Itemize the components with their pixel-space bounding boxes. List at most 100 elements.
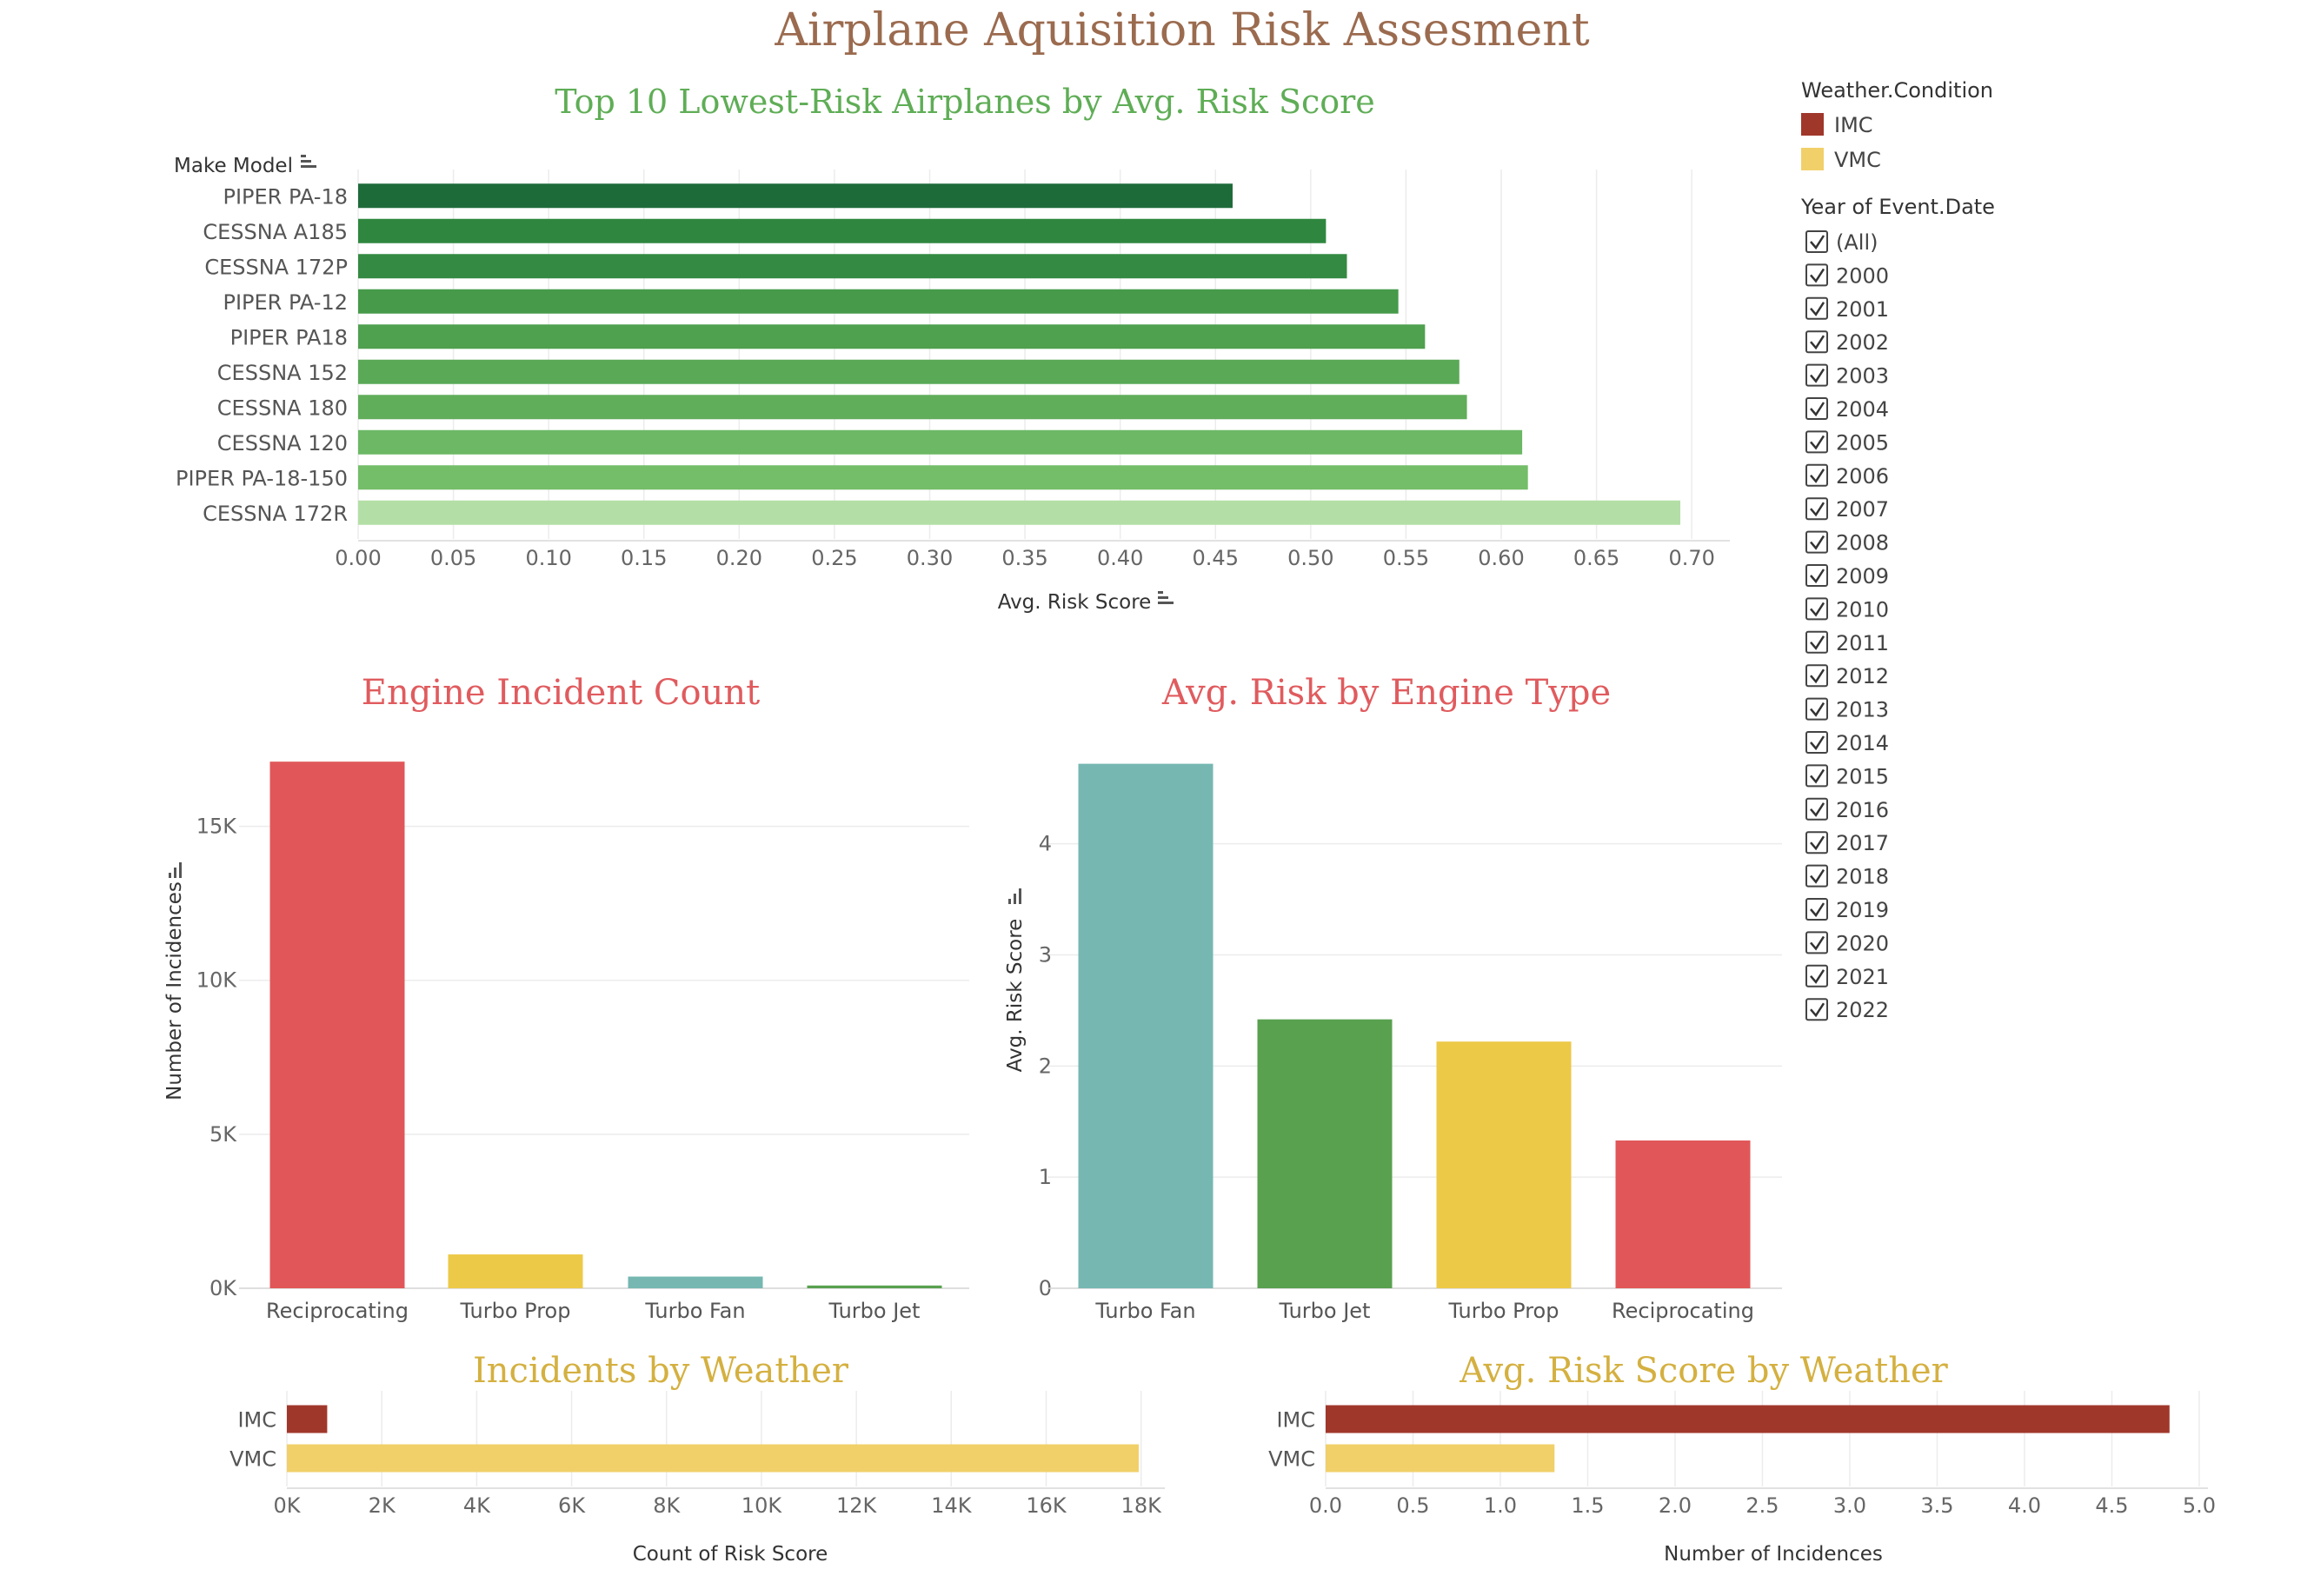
checkbox-icon[interactable] [1805,964,1828,988]
filter-label[interactable]: 2015 [1836,764,1889,788]
engine-count-y-axis-label[interactable]: Number of Incidences [163,881,186,1101]
filter-label[interactable]: 2009 [1836,564,1889,589]
checkbox-icon[interactable] [1805,898,1828,921]
bar[interactable] [1326,1444,1555,1473]
filter-checkbox[interactable]: 2011 [1805,630,1889,655]
legend-swatch[interactable] [1801,148,1824,170]
filter-label[interactable]: 2016 [1836,798,1889,822]
checkbox-icon[interactable] [1805,263,1828,287]
filter-checkbox[interactable]: 2010 [1805,597,1889,622]
filter-checkbox[interactable]: 2005 [1805,430,1889,455]
checkbox-icon[interactable] [1805,931,1828,954]
filter-checkbox[interactable]: 2014 [1805,731,1889,755]
bar[interactable] [1326,1405,2170,1433]
filter-checkbox[interactable]: 2001 [1805,296,1889,322]
filter-label[interactable]: (All) [1836,230,1878,255]
filter-label[interactable]: 2001 [1836,297,1889,322]
filter-label[interactable]: 2007 [1836,497,1889,522]
bar[interactable] [807,1285,942,1288]
filter-label[interactable]: 2019 [1836,898,1889,922]
filter-checkbox[interactable]: 2012 [1805,664,1889,688]
weather-risk-x-axis-label[interactable]: Number of Incidences [1664,1543,1883,1566]
filter-checkbox[interactable]: 2017 [1805,831,1889,855]
checkbox-icon[interactable] [1805,864,1828,888]
legend-label[interactable]: IMC [1834,113,1873,137]
filter-label[interactable]: 2011 [1836,631,1889,655]
bar[interactable] [287,1405,328,1433]
filter-label[interactable]: 2006 [1836,464,1889,489]
filter-checkbox[interactable]: 2006 [1805,463,1889,489]
sort-icon[interactable] [169,862,182,878]
checkbox-icon[interactable] [1805,731,1828,754]
checkbox-icon[interactable] [1805,697,1828,721]
filter-checkbox[interactable]: 2008 [1805,530,1889,555]
bar[interactable] [358,465,1528,490]
filter-checkbox[interactable]: 2007 [1805,497,1889,522]
filter-label[interactable]: 2021 [1836,965,1889,989]
filter-checkbox[interactable]: 2018 [1805,864,1889,889]
bar[interactable] [1615,1140,1751,1288]
bar[interactable] [358,429,1523,455]
checkbox-icon[interactable] [1805,296,1828,320]
bar[interactable] [1257,1019,1393,1288]
filter-label[interactable]: 2005 [1836,430,1889,455]
filter-label[interactable]: 2020 [1836,931,1889,955]
filter-checkbox[interactable]: 2003 [1805,363,1889,389]
bar[interactable] [269,761,405,1288]
checkbox-icon[interactable] [1805,998,1828,1021]
filter-checkbox[interactable]: 2013 [1805,697,1889,722]
bar[interactable] [358,500,1681,525]
filter-label[interactable]: 2010 [1836,597,1889,622]
checkbox-icon[interactable] [1805,630,1828,654]
checkbox-icon[interactable] [1805,530,1828,554]
filter-label[interactable]: 2008 [1836,531,1889,555]
filter-checkbox[interactable]: 2020 [1805,931,1889,955]
filter-checkbox[interactable]: (All) [1805,230,1878,255]
filter-checkbox[interactable]: 2015 [1805,764,1889,788]
filter-checkbox[interactable]: 2009 [1805,564,1889,589]
bar[interactable] [287,1444,1139,1473]
checkbox-icon[interactable] [1805,597,1828,621]
checkbox-icon[interactable] [1805,363,1828,387]
top10-x-axis-label[interactable]: Avg. Risk Score [998,591,1152,614]
filter-label[interactable]: 2012 [1836,664,1889,688]
filter-checkbox[interactable]: 2002 [1805,330,1889,355]
bar[interactable] [358,254,1347,279]
engine-risk-y-axis-label[interactable]: Avg. Risk Score [1004,919,1027,1073]
bar[interactable] [358,218,1327,243]
filter-label[interactable]: 2014 [1836,731,1889,755]
filter-label[interactable]: 2000 [1836,263,1889,288]
filter-label[interactable]: 2003 [1836,364,1889,389]
bar[interactable] [1436,1041,1572,1288]
filter-label[interactable]: 2022 [1836,998,1889,1022]
legend-label[interactable]: VMC [1834,148,1881,172]
sort-icon[interactable] [1008,888,1021,904]
filter-label[interactable]: 2018 [1836,865,1889,889]
filter-label[interactable]: 2002 [1836,330,1889,355]
weather-incidents-x-axis-label[interactable]: Count of Risk Score [633,1543,828,1566]
checkbox-icon[interactable] [1805,330,1828,354]
checkbox-icon[interactable] [1805,664,1828,688]
filter-checkbox[interactable]: 2000 [1805,263,1889,288]
filter-checkbox[interactable]: 2022 [1805,998,1889,1022]
filter-checkbox[interactable]: 2016 [1805,797,1889,822]
filter-checkbox[interactable]: 2021 [1805,964,1889,989]
checkbox-icon[interactable] [1805,797,1828,821]
filter-checkbox[interactable]: 2019 [1805,898,1889,922]
top10-row-header[interactable]: Make Model [174,155,293,177]
filter-label[interactable]: 2013 [1836,698,1889,722]
filter-label[interactable]: 2004 [1836,397,1889,422]
checkbox-icon[interactable] [1805,831,1828,855]
checkbox-icon[interactable] [1805,230,1828,253]
filter-label[interactable]: 2017 [1836,831,1889,855]
legend-swatch[interactable] [1801,113,1824,136]
filter-checkbox[interactable]: 2004 [1805,397,1889,422]
checkbox-icon[interactable] [1805,497,1828,521]
bar[interactable] [358,183,1233,209]
bar[interactable] [358,359,1460,384]
checkbox-icon[interactable] [1805,564,1828,587]
bar[interactable] [358,289,1399,314]
bar[interactable] [358,395,1467,420]
bar[interactable] [628,1276,763,1288]
sort-icon[interactable] [301,155,316,168]
